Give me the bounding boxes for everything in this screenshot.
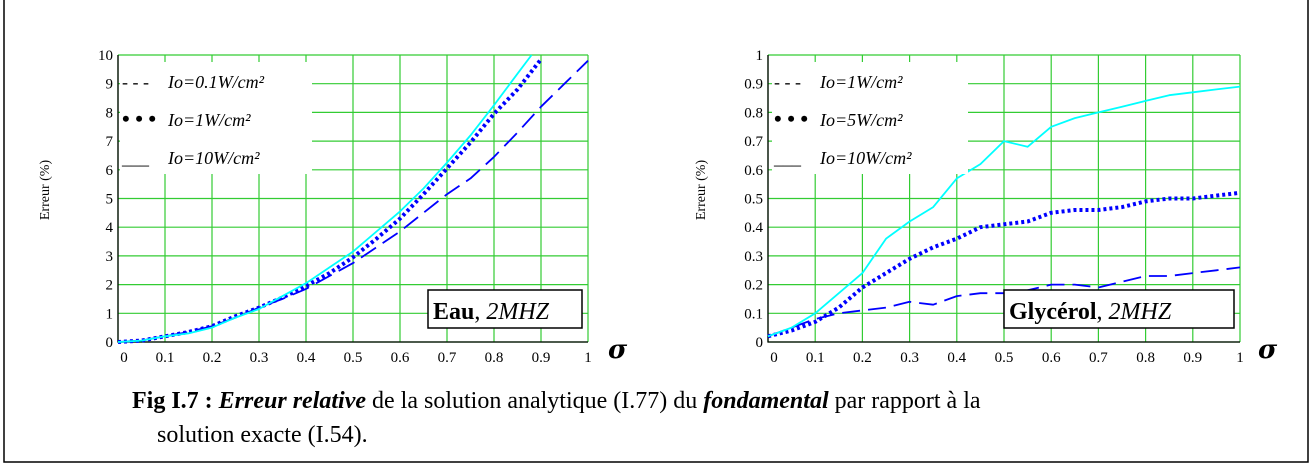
x-tick-label: 0 [120,350,128,366]
y-tick-label: 2 [106,278,114,294]
x-tick-label: 0.6 [1042,350,1061,366]
axes [767,55,1240,343]
series-line-2 [767,190,1241,339]
legend-marker: ___ [121,148,150,168]
legend-background [120,62,312,174]
x-tick-label: 0.7 [438,350,457,366]
y-tick-label: 4 [106,220,114,236]
x-axis-label: σ [1258,335,1278,365]
x-tick-label: 0.2 [853,350,872,366]
series-line-3 [117,54,533,343]
x-tick-label: 0.1 [806,350,825,366]
legend-label: Io=10W/cm² [819,148,912,168]
caption-text-2: par rapport à la [828,388,981,414]
y-tick-label: 1 [756,48,764,64]
y-tick-label: 0 [756,335,764,351]
x-tick-label: 0.4 [297,350,316,366]
y-tick-label: 9 [106,77,114,93]
figure-caption: Fig I.7 : Erreur relative de la solution… [132,384,981,452]
legend-label: Io=10W/cm² [167,148,260,168]
legend-marker: - - - [122,72,149,92]
legend-marker: - - - [774,72,801,92]
y-axis-label: Erreur (%) [694,160,709,221]
series-line-2 [117,58,543,344]
annotation-box: Glycérol, 2MHZ [1003,289,1235,329]
x-axis-label: σ [608,335,628,365]
y-tick-label: 0.1 [744,306,763,322]
y-tick-label: 0.5 [744,192,763,208]
annotation-medium: Glycérol [1009,299,1097,325]
y-tick-label: 5 [106,192,114,208]
annotation-box: Eau, 2MHZ [427,289,583,329]
annotation-separator: , [474,299,486,325]
x-tick-label: 0.2 [203,350,222,366]
legend-label: Io=0.1W/cm² [167,72,265,92]
legend-label: Io=1W/cm² [819,72,903,92]
x-tick-label: 1 [584,350,592,366]
x-tick-label: 0.8 [485,350,504,366]
x-tick-label: 0.5 [995,350,1014,366]
frame-border [3,0,1309,463]
annotation-separator: , [1097,299,1109,325]
x-tick-label: 0.9 [532,350,551,366]
caption-emphasis-1: Erreur relative [218,388,366,414]
legend: - - - Io=0.1W/cm² • • • Io=1W/cm² ___ Io=10W/… [120,62,312,174]
y-tick-label: 8 [106,105,114,121]
chart-eau: 0 0.1 0.2 0.3 0.4 0.5 0.6 0.7 0.8 0.9 101234567891… [38,48,628,366]
caption-fig-label: Fig I.7 : [132,388,213,414]
x-tick-label: 0.8 [1136,350,1155,366]
y-tick-label: 0.9 [744,77,763,93]
y-tick-label: 0.7 [744,134,763,150]
series-line-3 [767,85,1241,338]
legend: - - - Io=1W/cm² • • • Io=5W/cm² ___ Io=10W/cm… [772,62,968,174]
y-tick-label: 0.4 [744,220,763,236]
annotation-frequency: 2MHZ [486,299,549,325]
x-tick-label: 0.3 [900,350,919,366]
y-tick-label: 0.8 [744,105,763,121]
caption-emphasis-2: fondamental [703,388,829,414]
annotation-medium: Eau [433,299,474,325]
legend-marker: ___ [773,148,802,168]
legend-background [772,62,968,174]
x-tick-label: 0.1 [156,350,175,366]
y-tick-label: 7 [106,134,114,150]
legend-label: Io=5W/cm² [819,110,903,130]
chart-glycerol: 0 0.1 0.2 0.3 0.4 0.5 0.6 0.7 0.8 0.9 1 0 0.1 0.2 0.3 0… [694,48,1278,366]
x-tick-label: 1 [1236,350,1244,366]
x-tick-label: 0 [770,350,778,366]
y-tick-label: 10 [98,48,113,64]
x-tick-label: 0.7 [1089,350,1108,366]
legend-label: Io=1W/cm² [167,110,251,130]
svg-text:Eau, 2MHZ: Eau, 2MHZ [433,299,550,325]
x-tick-label: 0.5 [344,350,363,366]
x-tick-label: 0.4 [947,350,966,366]
legend-marker: • • • [122,106,156,131]
y-tick-label: 0.3 [744,249,763,265]
y-axis-label: Erreur (%) [38,160,53,221]
x-tick-label: 0.6 [391,350,410,366]
y-tick-label: 3 [106,249,114,265]
caption-text-1: de la solution analytique (I.77) du [366,388,704,414]
x-tick-label: 0.3 [250,350,269,366]
svg-text:Glycérol, 2MHZ: Glycérol, 2MHZ [1009,299,1172,325]
x-tick-label: 0.9 [1183,350,1202,366]
caption-line-2: solution exacte (I.54). [157,422,368,448]
y-tick-label: 0.2 [744,278,763,294]
legend-marker: • • • [774,106,808,131]
y-tick-label: 1 [106,306,114,322]
y-tick-label: 0.6 [744,163,763,179]
y-tick-label: 6 [106,163,114,179]
annotation-frequency: 2MHZ [1109,299,1172,325]
y-tick-label: 0 [106,335,114,351]
